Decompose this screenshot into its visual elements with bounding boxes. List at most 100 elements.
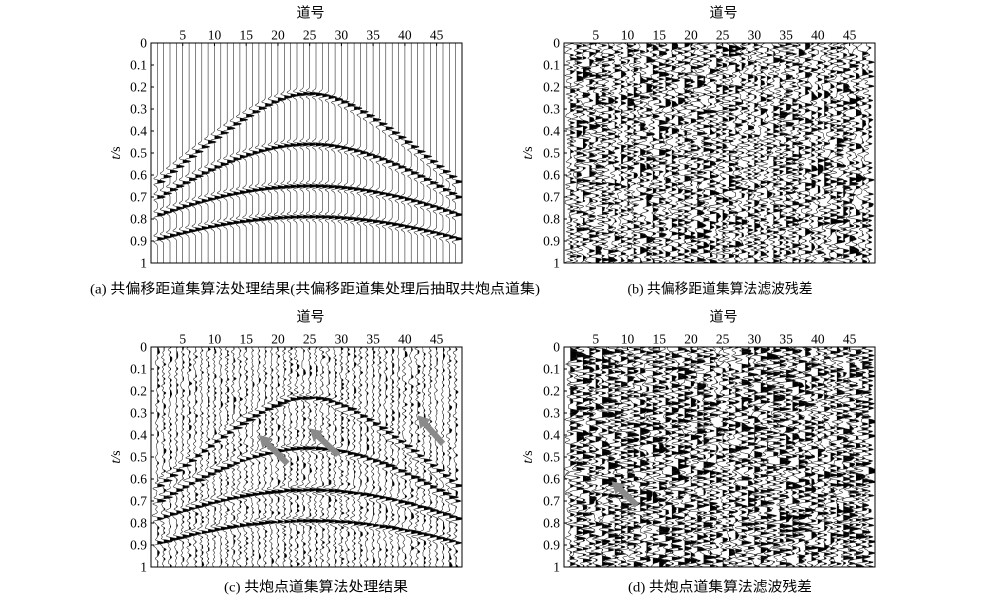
trace-fill (277, 43, 286, 263)
trace (299, 43, 312, 263)
x-tick-label: 10 (208, 332, 222, 347)
trace-fill (316, 43, 324, 263)
trace-fill (659, 43, 670, 263)
trace-line (736, 347, 759, 567)
x-tick-label: 5 (592, 28, 599, 43)
trace-line (848, 43, 865, 263)
trace-line (293, 43, 306, 263)
trace (715, 347, 731, 567)
trace-fill (392, 43, 401, 263)
trace-line (191, 43, 205, 263)
x-tick-label: 5 (179, 332, 186, 347)
trace-fill (258, 43, 267, 263)
trace-fill (716, 347, 725, 567)
trace (655, 347, 675, 567)
y-tick-label: 1 (140, 256, 147, 271)
trace-line (444, 347, 460, 567)
trace-fill (252, 347, 261, 567)
trace (274, 43, 287, 263)
trace (637, 43, 656, 263)
y-tick-label: 0.7 (130, 190, 147, 205)
trace-line (585, 347, 605, 567)
trace-fill (385, 347, 396, 567)
trace-line (166, 43, 179, 263)
trace-line (324, 43, 338, 263)
trace-line (197, 43, 211, 263)
trace (571, 347, 595, 567)
trace-fill (741, 347, 753, 567)
trace (735, 43, 749, 263)
trace-line (840, 43, 860, 263)
trace-line (807, 347, 828, 567)
trace-fill (354, 43, 362, 263)
trace (293, 43, 306, 263)
trace-fill (157, 347, 166, 567)
trace-line (254, 347, 270, 567)
trace-line (771, 43, 788, 263)
x-tick-label: 35 (779, 332, 793, 347)
trace (413, 43, 427, 263)
trace-fill (328, 347, 338, 567)
trace (862, 43, 875, 263)
trace-fill (640, 347, 650, 567)
trace-fill (849, 43, 859, 263)
trace-fill (678, 43, 686, 263)
trace-fill (868, 347, 875, 567)
trace-line (430, 347, 446, 567)
x-tick-label: 20 (271, 332, 285, 347)
trace-line (821, 347, 840, 567)
trace-line (648, 347, 670, 567)
trace (747, 43, 761, 263)
arrow (611, 481, 640, 508)
trace-line (756, 347, 778, 567)
trace-fill (741, 43, 748, 263)
trace-line (658, 43, 673, 263)
trace-line (290, 347, 307, 567)
trace-line (297, 347, 314, 567)
trace (197, 43, 211, 263)
trace (701, 347, 720, 567)
trace-fill (258, 347, 269, 567)
trace (639, 347, 656, 567)
trace (166, 43, 179, 263)
y-tick-label: 0.1 (543, 58, 560, 73)
trace (746, 347, 763, 567)
x-tick-label: 35 (366, 332, 380, 347)
trace (754, 43, 769, 263)
trace-line (247, 347, 262, 567)
trace-fill (703, 43, 714, 263)
y-tick-label: 0 (140, 340, 147, 355)
trace-line (418, 347, 434, 567)
trace-fill (373, 43, 381, 263)
trace-line (375, 43, 389, 263)
trace (839, 347, 861, 567)
trace (394, 43, 408, 263)
trace-line (177, 347, 192, 567)
trace-fill (602, 43, 611, 263)
trace-fill (843, 43, 852, 263)
trace-line (261, 43, 274, 263)
trace (821, 347, 840, 567)
trace-line (663, 43, 681, 263)
trace (619, 43, 636, 263)
trace (304, 347, 320, 567)
trace-fill (773, 347, 785, 567)
trace (796, 43, 815, 263)
trace-line (796, 43, 815, 263)
trace-line (701, 347, 720, 567)
trace-line (331, 43, 344, 263)
trace (592, 347, 614, 567)
trace-line (312, 43, 325, 263)
trace-fill (583, 347, 595, 567)
y-tick-label: 0.6 (543, 168, 560, 183)
trace-line (747, 43, 761, 263)
trace (242, 43, 255, 263)
y-tick-label: 0.5 (543, 146, 560, 161)
trace-fill (856, 43, 864, 263)
trace-line (804, 43, 819, 263)
trace (771, 43, 788, 263)
y-tick-label: 0.7 (543, 494, 560, 509)
trace (151, 347, 167, 567)
trace (153, 43, 166, 263)
x-tick-label: 20 (271, 28, 285, 43)
